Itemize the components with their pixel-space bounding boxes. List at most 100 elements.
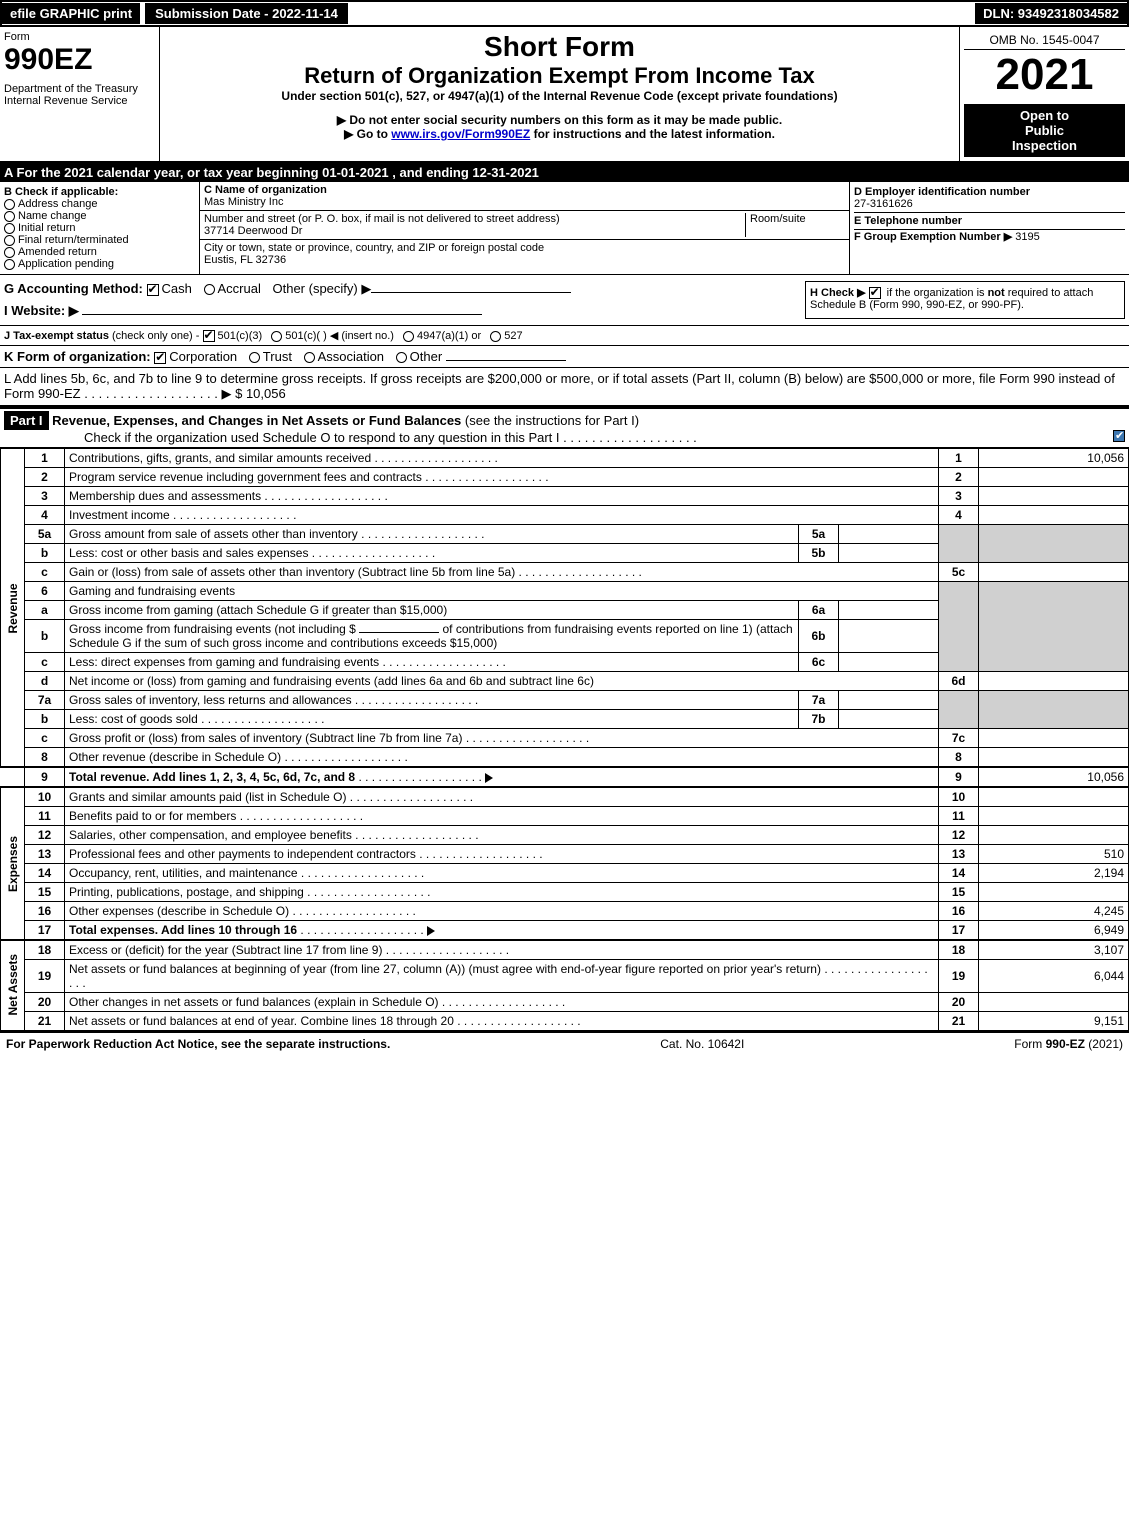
accrual-radio[interactable] — [204, 284, 215, 295]
j-4947-radio[interactable] — [403, 331, 414, 342]
line-box: 19 — [939, 960, 979, 993]
line-num: a — [25, 601, 65, 620]
line-desc: Less: cost of goods sold — [69, 712, 324, 726]
line-desc: Net income or (loss) from gaming and fun… — [65, 672, 939, 691]
h-checkbox[interactable] — [869, 287, 881, 299]
line-amt: 10,056 — [979, 449, 1129, 468]
contrib-input[interactable] — [359, 632, 439, 633]
sub-num: 7a — [799, 691, 839, 710]
form-number: 990EZ — [4, 43, 155, 77]
row-k: K Form of organization: Corporation Trus… — [0, 346, 1129, 368]
netassets-label: Net Assets — [1, 940, 25, 1031]
opt-name-change[interactable]: Name change — [4, 210, 195, 222]
line-desc: Other expenses (describe in Schedule O) — [69, 904, 416, 918]
line-amt — [979, 506, 1129, 525]
part1-schedule-o-checkbox[interactable] — [1113, 430, 1125, 442]
k-corp-check[interactable] — [154, 352, 166, 364]
line-6d: dNet income or (loss) from gaming and fu… — [1, 672, 1129, 691]
footer-right: Form 990-EZ (2021) — [1014, 1037, 1123, 1051]
l-amt-label: ▶ $ — [221, 386, 242, 401]
opt-initial-return[interactable]: Initial return — [4, 222, 195, 234]
j-501c-radio[interactable] — [271, 331, 282, 342]
k-trust-radio[interactable] — [249, 352, 260, 363]
line-8: 8Other revenue (describe in Schedule O)8 — [1, 748, 1129, 768]
j-527-radio[interactable] — [490, 331, 501, 342]
line-amt: 9,151 — [979, 1012, 1129, 1031]
line-desc: Total expenses. Add lines 10 through 16 — [69, 923, 297, 937]
line-desc: Gain or (loss) from sale of assets other… — [69, 565, 642, 579]
sub-val — [839, 710, 939, 729]
efile-label[interactable]: efile GRAPHIC print — [2, 3, 140, 24]
box-b-label: B Check if applicable: — [4, 186, 195, 198]
shade — [979, 525, 1129, 563]
line-amt: 6,044 — [979, 960, 1129, 993]
k-other-radio[interactable] — [396, 352, 407, 363]
k-o2: Trust — [263, 349, 292, 364]
box-c: C Name of organization Mas Ministry Inc … — [200, 182, 849, 274]
website-label: I Website: ▶ — [4, 303, 79, 318]
line-desc: Contributions, gifts, grants, and simila… — [69, 451, 498, 465]
line-box: 17 — [939, 921, 979, 941]
line-num: 11 — [25, 807, 65, 826]
line-desc: Net assets or fund balances at beginning… — [69, 962, 928, 990]
street-value: 37714 Deerwood Dr — [204, 225, 745, 237]
city-label: City or town, state or province, country… — [204, 242, 845, 254]
line-desc: Printing, publications, postage, and shi… — [69, 885, 431, 899]
line-num: c — [25, 729, 65, 748]
cash-checkbox[interactable] — [147, 284, 159, 296]
line-desc: Less: cost or other basis and sales expe… — [69, 546, 435, 560]
note-2: ▶ Go to www.irs.gov/Form990EZ for instru… — [164, 127, 955, 141]
line-box: 2 — [939, 468, 979, 487]
line-11: 11Benefits paid to or for members11 — [1, 807, 1129, 826]
city-value: Eustis, FL 32736 — [204, 254, 845, 266]
footer-right-pre: Form — [1014, 1037, 1045, 1051]
irs-link[interactable]: www.irs.gov/Form990EZ — [391, 127, 530, 141]
part1-bar: Part I Revenue, Expenses, and Changes in… — [0, 407, 1129, 448]
line-box: 5c — [939, 563, 979, 582]
line-5a: 5aGross amount from sale of assets other… — [1, 525, 1129, 544]
line-amt — [979, 993, 1129, 1012]
group-block: F Group Exemption Number ▶ 3195 — [854, 230, 1125, 243]
line-19: 19 Net assets or fund balances at beginni… — [1, 960, 1129, 993]
shade — [939, 691, 979, 729]
line-box: 15 — [939, 883, 979, 902]
website-input[interactable] — [82, 314, 482, 315]
line-amt — [979, 748, 1129, 768]
line-desc: Grants and similar amounts paid (list in… — [69, 790, 473, 804]
opt-application-pending[interactable]: Application pending — [4, 258, 195, 270]
line-amt: 510 — [979, 845, 1129, 864]
k-other-input[interactable] — [446, 360, 566, 361]
h-text: if the organization is — [887, 287, 988, 299]
name-label: C Name of organization — [204, 184, 845, 196]
sub-val — [839, 653, 939, 672]
sub-val — [839, 525, 939, 544]
line-desc: Program service revenue including govern… — [69, 470, 549, 484]
opt-address-change[interactable]: Address change — [4, 198, 195, 210]
footer-right-year: (2021) — [1085, 1037, 1123, 1051]
line-amt — [979, 672, 1129, 691]
dln-label: DLN: 93492318034582 — [975, 3, 1127, 24]
ein-value: 27-3161626 — [854, 198, 1125, 210]
header-right: OMB No. 1545-0047 2021 Open to Public In… — [959, 27, 1129, 161]
line-amt — [979, 826, 1129, 845]
row-a: A For the 2021 calendar year, or tax yea… — [0, 163, 1129, 182]
j-o2: 501(c)( ) ◀ (insert no.) — [285, 330, 394, 342]
line-desc: Benefits paid to or for members — [69, 809, 363, 823]
k-assoc-radio[interactable] — [304, 352, 315, 363]
header-mid: Short Form Return of Organization Exempt… — [160, 27, 959, 161]
opt-amended-return[interactable]: Amended return — [4, 246, 195, 258]
revenue-label: Revenue — [1, 449, 25, 768]
room-label: Room/suite — [745, 213, 845, 237]
under-section: Under section 501(c), 527, or 4947(a)(1)… — [164, 89, 955, 103]
accrual-label: Accrual — [218, 281, 261, 296]
line-num: 13 — [25, 845, 65, 864]
line-amt: 4,245 — [979, 902, 1129, 921]
shade — [979, 582, 1129, 672]
row-i: I Website: ▶ — [4, 303, 805, 319]
j-501c3-check[interactable] — [203, 330, 215, 342]
omb-number: OMB No. 1545-0047 — [964, 31, 1125, 50]
other-specify-input[interactable] — [371, 292, 571, 293]
line-box: 4 — [939, 506, 979, 525]
opt-final-return[interactable]: Final return/terminated — [4, 234, 195, 246]
sub-num: 6c — [799, 653, 839, 672]
